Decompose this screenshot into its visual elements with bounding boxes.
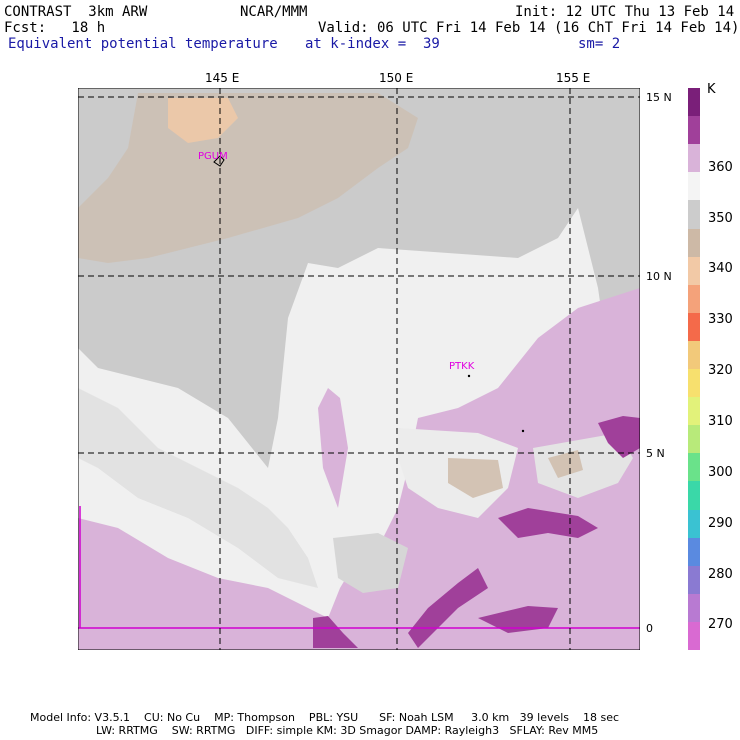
colorbar-segment: [688, 621, 700, 651]
colorbar-label: 270: [708, 617, 733, 632]
lat-label-10n: 10 N: [646, 270, 672, 283]
lat-label-15n: 15 N: [646, 91, 672, 104]
lon-label-145: 145 E: [205, 71, 240, 85]
colorbar-segment: [688, 312, 700, 342]
colorbar-label: 330: [708, 312, 733, 327]
lon-label-155: 155 E: [556, 71, 591, 85]
colorbar-label: 340: [708, 261, 733, 276]
colorbar-segment: [688, 256, 700, 286]
lon-label-150: 150 E: [379, 71, 414, 85]
colorbar-segment: [688, 88, 700, 117]
colorbar-segment: [688, 453, 700, 482]
colorbar: [688, 88, 700, 651]
colorbar-segment: [688, 565, 700, 595]
lat-label-equator: 0: [646, 622, 653, 635]
colorbar-segment: [688, 425, 700, 454]
model-info-line-1: Model Info: V3.5.1 CU: No Cu MP: Thompso…: [30, 711, 620, 724]
colorbar-label: 300: [708, 465, 733, 480]
lat-lon-grid: [78, 88, 640, 650]
station-label-pgum: PGUM: [198, 151, 228, 162]
lat-label-5n: 5 N: [646, 447, 665, 460]
colorbar-segment: [688, 369, 700, 398]
colorbar-segment: [688, 284, 700, 314]
colorbar-unit: K: [707, 82, 716, 97]
colorbar-segment: [688, 481, 700, 510]
colorbar-segment: [688, 228, 700, 258]
colorbar-label: 280: [708, 567, 733, 582]
level-label: at k-index = 39: [305, 36, 440, 52]
forecast-hour: Fcst: 18 h: [4, 20, 106, 36]
model-info-line-2: LW: RRTMG SW: RRTMG DIFF: simple KM: 3D …: [96, 724, 599, 737]
colorbar-segment: [688, 144, 700, 173]
colorbar-label: 350: [708, 211, 733, 226]
colorbar-label: 290: [708, 516, 733, 531]
colorbar-segment: [688, 593, 700, 623]
init-time: Init: 12 UTC Thu 13 Feb 14: [515, 4, 735, 20]
colorbar-label: 360: [708, 160, 733, 175]
colorbar-segment: [688, 172, 700, 201]
station-label-ptkk: PTKK: [449, 361, 475, 372]
colorbar-segment: [688, 200, 700, 229]
equivalent-potential-temperature-map: [78, 88, 640, 650]
valid-time: Valid: 06 UTC Fri 14 Feb 14 (16 ChT Fri …: [318, 20, 740, 36]
colorbar-segment: [688, 397, 700, 426]
center-name: NCAR/MMM: [240, 4, 308, 20]
smoothing-label: sm= 2: [578, 36, 621, 52]
chuuk-island-mark: [467, 374, 471, 378]
colorbar-segment: [688, 116, 700, 145]
model-name: CONTRAST 3km ARW: [4, 4, 148, 20]
colorbar-label: 310: [708, 414, 733, 429]
field-name: Equivalent potential temperature: [8, 36, 278, 52]
colorbar-segment: [688, 537, 700, 567]
guam-island-mark: [213, 155, 225, 167]
colorbar-segment: [688, 509, 700, 539]
colorbar-label: 320: [708, 363, 733, 378]
colorbar-segment: [688, 340, 700, 370]
